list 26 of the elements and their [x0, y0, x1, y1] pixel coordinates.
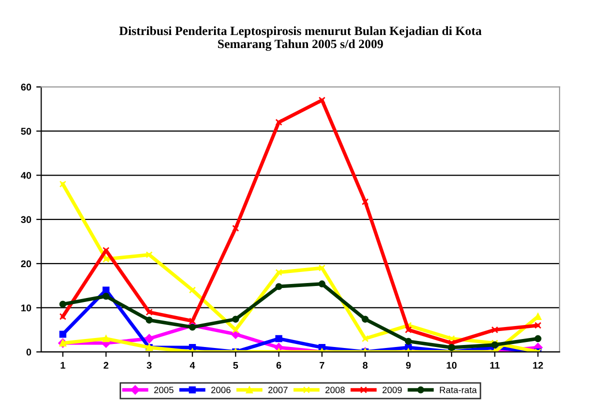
- x-tick-label: 7: [320, 362, 324, 369]
- x-tick-label: 3: [146, 362, 152, 369]
- x-tick-label: 9: [406, 362, 411, 369]
- legend-label: 2005: [154, 386, 174, 394]
- y-tick-label: 40: [20, 172, 32, 179]
- x-tick-label: 4: [190, 362, 196, 369]
- legend-label: 2006: [211, 386, 231, 394]
- y-tick-label: 0: [26, 348, 32, 356]
- y-tick-label: 10: [21, 304, 32, 312]
- x-tick-label: 8: [362, 362, 368, 369]
- x-tick-label: 6: [276, 362, 282, 369]
- y-tick-label: 30: [20, 216, 32, 224]
- chart-title: Distribusi Penderita Leptospirosis menurut Bulan Kejadian di Kota Semarang Tahun 2005 s/d 2009: [119, 26, 482, 51]
- x-tick-label: 11: [490, 362, 500, 369]
- x-tick-label: 1: [60, 362, 66, 369]
- legend-label: 2007: [268, 386, 288, 394]
- x-tick-label: 10: [446, 362, 457, 369]
- x-tick-label: 5: [233, 362, 238, 369]
- y-tick-label: 50: [20, 128, 32, 135]
- legend-label: 2008: [325, 386, 345, 394]
- y-tick-label: 20: [21, 260, 32, 268]
- legend-label: Rata-rata: [440, 386, 477, 394]
- x-tick-label: 2: [104, 362, 108, 369]
- legend-label: 2009: [382, 386, 402, 394]
- x-tick-label: 12: [533, 362, 543, 369]
- y-tick-label: 60: [21, 84, 32, 91]
